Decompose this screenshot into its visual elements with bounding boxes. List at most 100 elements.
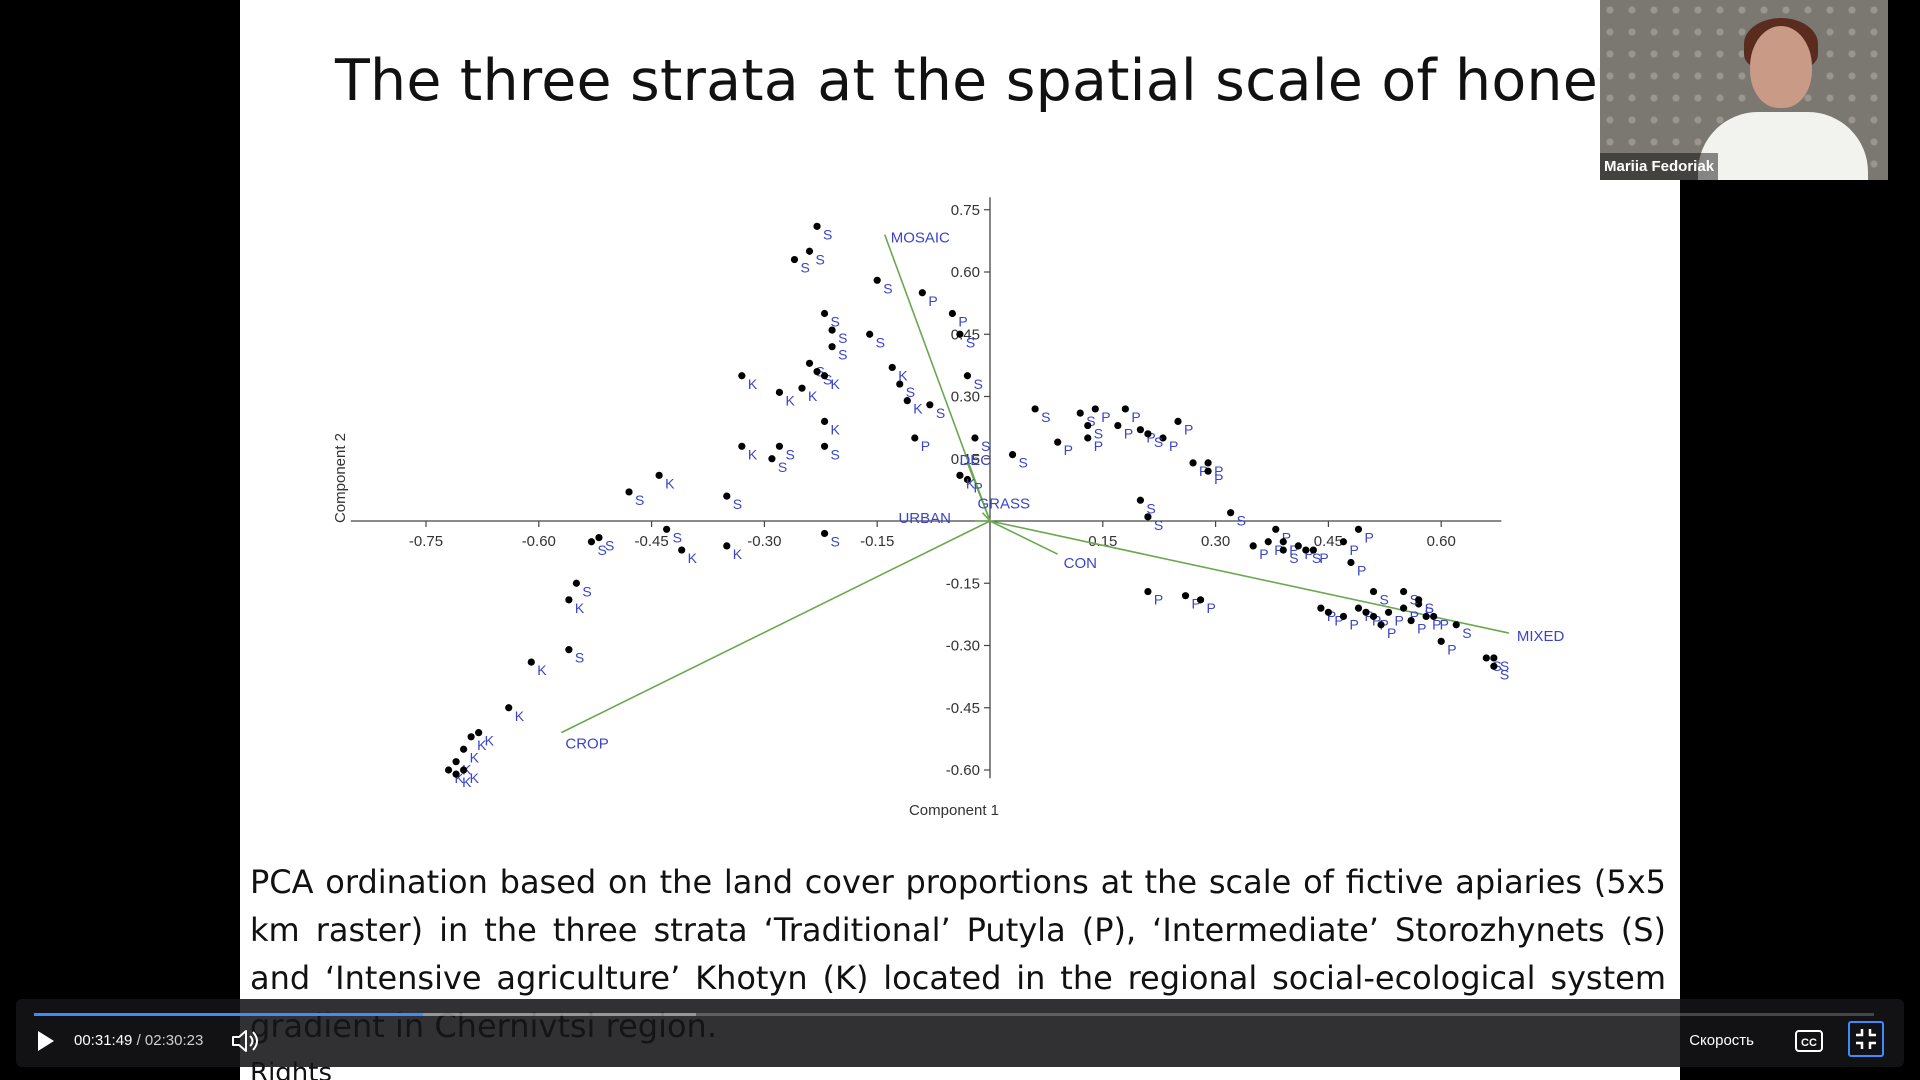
data-point <box>820 442 829 450</box>
volume-button[interactable] <box>230 1027 260 1055</box>
data-point <box>1430 612 1438 621</box>
point-label: P <box>921 438 930 454</box>
point-label: P <box>1410 608 1419 624</box>
point-label: K <box>665 475 675 491</box>
data-point <box>948 309 957 318</box>
point-label: P <box>1289 542 1298 558</box>
point-label: S <box>1410 592 1419 608</box>
point-label: P <box>1327 608 1336 624</box>
exit-fullscreen-button[interactable] <box>1848 1021 1884 1057</box>
data-point <box>903 397 911 405</box>
volume-icon <box>232 1030 258 1052</box>
captions-button[interactable]: CC <box>1794 1028 1824 1054</box>
data-point <box>768 455 776 463</box>
data-point <box>738 372 746 380</box>
point-label: P <box>973 480 982 496</box>
x-tick-label: -0.45 <box>634 533 668 550</box>
data-point <box>444 766 453 774</box>
data-point <box>918 289 926 297</box>
point-label: S <box>1500 666 1509 682</box>
point-label: K <box>733 546 743 562</box>
current-time: 00:31:49 <box>74 1032 133 1049</box>
data-point <box>1121 405 1129 413</box>
data-point <box>911 434 919 442</box>
data-point <box>467 733 475 741</box>
data-point <box>813 368 821 376</box>
time-separator: / <box>136 1032 141 1049</box>
point-label: S <box>906 384 915 400</box>
point-label: P <box>1282 529 1291 545</box>
point-label: K <box>688 550 698 566</box>
point-label: S <box>936 405 945 421</box>
loading-vector <box>561 520 991 734</box>
data-point <box>1482 654 1490 662</box>
point-label: P <box>1154 592 1163 608</box>
point-label: S <box>800 260 809 276</box>
data-point <box>1362 608 1370 616</box>
point-label: S <box>831 314 840 330</box>
point-label: S <box>966 334 975 350</box>
y-tick-label: 0.60 <box>951 264 980 281</box>
data-point <box>572 579 580 587</box>
x-tick-label: 0.30 <box>1201 533 1230 550</box>
point-label: S <box>1154 517 1163 533</box>
data-point <box>738 442 746 450</box>
data-point <box>1294 542 1302 550</box>
data-point <box>625 488 633 496</box>
data-point <box>1136 426 1144 434</box>
data-point <box>828 326 836 334</box>
point-label: S <box>1146 500 1155 516</box>
data-point <box>595 534 603 542</box>
point-label: S <box>876 334 885 350</box>
data-point <box>1227 509 1235 517</box>
data-point <box>1309 546 1317 554</box>
point-label: P <box>1417 621 1426 637</box>
play-button[interactable] <box>30 1027 58 1055</box>
vector-label: CROP <box>565 736 608 753</box>
point-label: P <box>1124 426 1133 442</box>
point-label: P <box>1349 616 1358 632</box>
data-point <box>1354 604 1363 612</box>
data-point <box>1204 467 1212 475</box>
data-point <box>775 442 784 450</box>
y-tick-label: -0.45 <box>946 700 980 717</box>
data-point <box>460 745 468 753</box>
data-point <box>1339 612 1348 621</box>
point-label: S <box>1312 550 1321 566</box>
point-label: P <box>1146 430 1155 446</box>
data-point <box>1415 596 1423 604</box>
slide-title: The three strata at the spatial scale of… <box>335 48 1680 114</box>
data-point <box>1437 637 1445 645</box>
point-label: K <box>462 774 472 790</box>
data-point <box>1091 405 1099 413</box>
progress-bar[interactable] <box>34 1013 1874 1016</box>
x-tick-label: -0.60 <box>522 533 556 550</box>
point-label: P <box>1387 625 1396 641</box>
data-point <box>805 247 814 255</box>
pca-scatter-chart: -0.75 -0.60 -0.45 -0.30 -0.15 0.15 0.30 0.45 0.6… <box>332 197 1565 819</box>
point-label: S <box>883 280 892 296</box>
playback-speed-button[interactable]: Скорость <box>1689 1032 1754 1049</box>
x-tick-label: 0.45 <box>1314 533 1343 550</box>
data-point <box>896 380 904 388</box>
point-label: S <box>575 650 584 666</box>
webcam-tile[interactable]: Mariia Fedoriak <box>1600 0 1888 180</box>
data-point <box>565 646 573 654</box>
data-point <box>1377 621 1385 629</box>
data-point <box>1354 525 1363 533</box>
data-point <box>1400 587 1408 596</box>
point-label: P <box>1214 471 1223 487</box>
point-label: P <box>1131 409 1140 425</box>
play-icon <box>38 1031 54 1051</box>
data-point <box>1317 604 1325 612</box>
data-point <box>1159 434 1167 442</box>
point-label: S <box>778 459 787 475</box>
progress-played <box>34 1013 424 1016</box>
point-label: P <box>1094 438 1103 454</box>
participant-body <box>1698 112 1868 180</box>
y-tick-label: -0.15 <box>946 575 980 592</box>
data-point <box>1204 459 1212 467</box>
y-tick-label: 0.45 <box>951 326 980 343</box>
data-point <box>1407 617 1415 625</box>
point-label: S <box>673 529 682 545</box>
